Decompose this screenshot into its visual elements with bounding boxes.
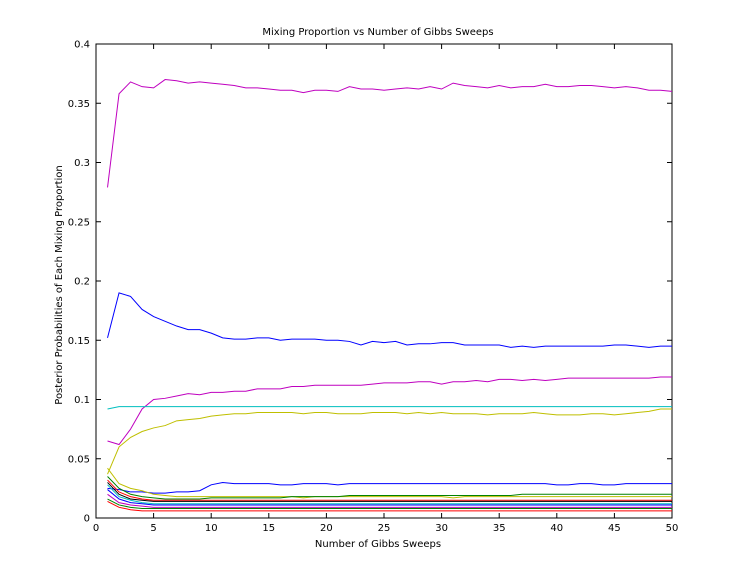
x-tick-label: 35: [493, 523, 506, 534]
y-tick-label: 0.3: [74, 158, 90, 169]
series-line-3: [107, 376, 672, 446]
plot-area: [95, 43, 673, 519]
series-layer: [107, 79, 673, 512]
y-axis-label: Posterior Probabilities of Each Mixing P…: [54, 165, 65, 404]
x-tick-label: 5: [150, 523, 156, 534]
series-line-13: [107, 493, 672, 508]
series-line-11: [107, 484, 672, 505]
x-tick-label: 50: [666, 523, 679, 534]
series-line-8: [107, 476, 672, 500]
y-axis-ticks: 0 0.05 0.1 0.15 0.2 0.25 0.3 0.35 0.4: [68, 40, 672, 525]
x-tick-label: 25: [378, 523, 391, 534]
y-tick-label: 0.05: [68, 454, 90, 465]
x-tick-label: 10: [205, 523, 218, 534]
series-line-12: [107, 489, 672, 506]
x-axis-label: Number of Gibbs Sweeps: [315, 539, 441, 550]
x-tick-label: 0: [93, 523, 99, 534]
series-line-10: [107, 482, 672, 502]
series-line-7: [107, 467, 672, 499]
x-axis-ticks: 0 5 10 15 20 25 30 35 40 45 50: [93, 44, 679, 534]
y-tick-label: 0.15: [68, 336, 90, 347]
y-tick-label: 0.2: [74, 277, 90, 288]
series-line-1: [107, 79, 673, 188]
y-tick-label: 0.4: [74, 40, 90, 51]
x-tick-label: 45: [608, 523, 621, 534]
y-tick-label: 0.25: [68, 217, 90, 228]
series-line-5: [107, 408, 672, 475]
x-tick-label: 20: [320, 523, 333, 534]
x-tick-label: 30: [435, 523, 448, 534]
y-tick-label: 0: [84, 514, 90, 525]
series-line-6: [107, 481, 672, 494]
x-tick-label: 40: [550, 523, 563, 534]
chart-title: Mixing Proportion vs Number of Gibbs Swe…: [262, 27, 493, 38]
x-tick-label: 15: [262, 523, 275, 534]
series-line-9: [107, 479, 672, 501]
series-line-2: [107, 292, 672, 348]
y-tick-label: 0.35: [68, 99, 90, 110]
series-line-15: [107, 500, 672, 512]
y-tick-label: 0.1: [74, 395, 90, 406]
series-line-14: [107, 498, 672, 510]
series-line-4: [107, 406, 672, 410]
